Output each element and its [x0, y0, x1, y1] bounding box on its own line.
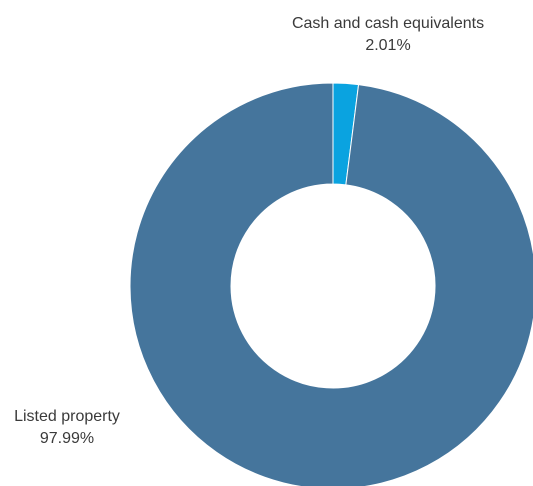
slice-value-label: 2.01%	[365, 37, 411, 54]
slice-label-listed-property: Listed property 97.99%	[2, 406, 132, 450]
slice-category-label: Cash and cash equivalents	[291, 15, 485, 32]
slice-value-label: 97.99%	[39, 430, 95, 447]
slice-label-cash: Cash and cash equivalents 2.01%	[268, 13, 508, 57]
donut-slice-listed-property	[129, 82, 533, 486]
slice-category-label: Listed property	[14, 408, 120, 425]
